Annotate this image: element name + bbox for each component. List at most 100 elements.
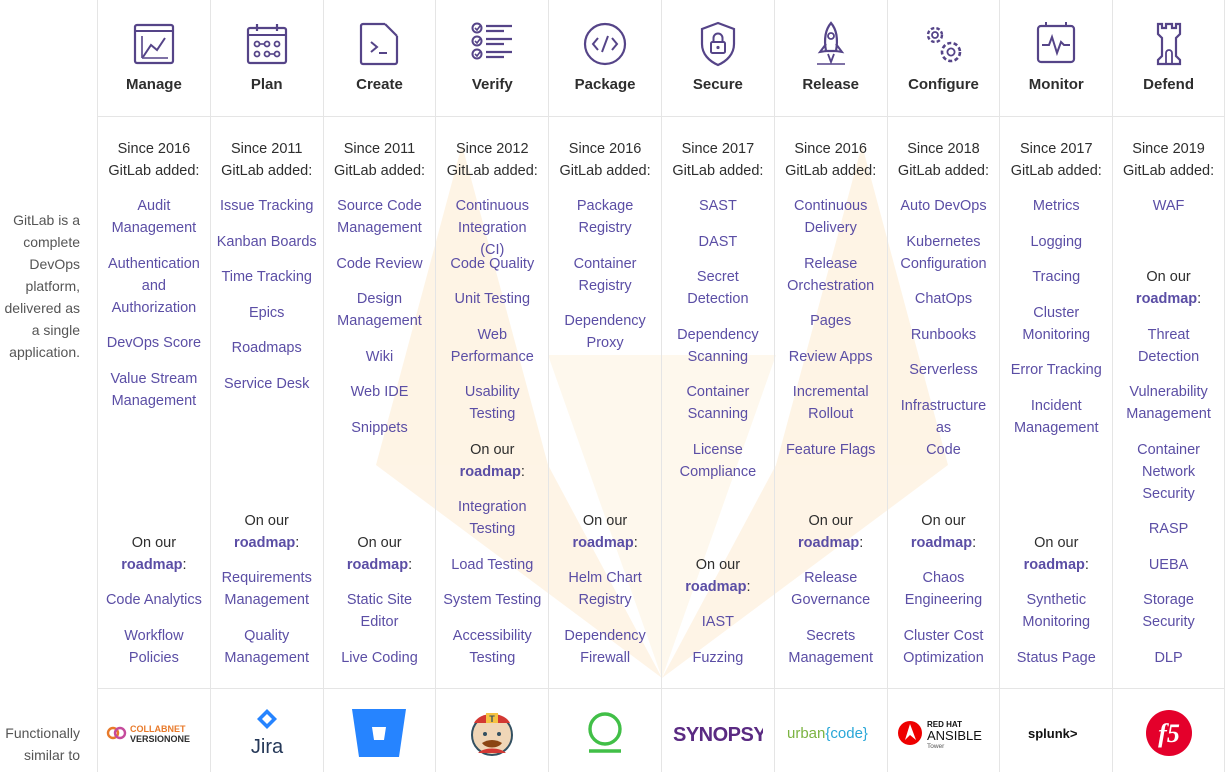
feature-link[interactable]: Kanban Boards — [216, 234, 317, 250]
feature-link[interactable]: Continuous Integration (CI) — [455, 198, 529, 258]
roadmap-feature-link[interactable]: System Testing — [443, 592, 542, 608]
roadmap-link[interactable]: roadmap — [346, 557, 409, 573]
feature-link[interactable]: Error Tracking — [1010, 362, 1102, 378]
feature-link[interactable]: Tracing — [1032, 269, 1081, 285]
roadmap-link[interactable]: roadmap — [572, 535, 634, 551]
feature-link[interactable]: Issue Tracking — [219, 198, 314, 214]
stage-header-defend[interactable]: Defend — [1113, 0, 1224, 117]
feature-link[interactable]: Metrics — [1032, 198, 1080, 214]
feature-link[interactable]: DevOps Score — [106, 335, 202, 351]
feature-link[interactable]: Release Orchestration — [787, 256, 875, 294]
competitor-logo-monitor[interactable]: splunk> — [1000, 707, 1112, 759]
feature-link[interactable]: Feature Flags — [785, 442, 876, 458]
stage-header-manage[interactable]: Manage — [98, 0, 210, 117]
stage-header-verify[interactable]: Verify — [436, 0, 549, 117]
roadmap-link[interactable]: roadmap — [121, 557, 183, 573]
roadmap-feature-link[interactable]: Integration Testing — [458, 499, 527, 537]
feature-link[interactable]: Auto DevOps — [900, 198, 987, 214]
feature-link[interactable]: Kubernetes Configuration — [900, 234, 987, 272]
feature-link[interactable]: Review Apps — [788, 349, 873, 365]
feature-link[interactable]: Logging — [1030, 234, 1083, 250]
roadmap-feature-link[interactable]: Status Page — [1016, 650, 1096, 666]
competitor-logo-package[interactable] — [549, 707, 661, 759]
roadmap-feature-link[interactable]: Vulnerability Management — [1126, 384, 1211, 422]
feature-link[interactable]: WAF — [1152, 198, 1185, 214]
feature-link[interactable]: Secret Detection — [687, 269, 749, 307]
roadmap-feature-link[interactable]: Storage Security — [1142, 592, 1195, 630]
roadmap-feature-link[interactable]: Code Analytics — [105, 592, 202, 608]
roadmap-feature-link[interactable]: Dependency Firewall — [564, 628, 646, 666]
competitor-logo-release[interactable]: urban{code} — [775, 707, 887, 759]
competitor-logo-verify[interactable]: T — [436, 707, 548, 759]
feature-link[interactable]: Usability Testing — [464, 384, 520, 422]
feature-link[interactable]: Wiki — [365, 349, 394, 365]
feature-link[interactable]: Continuous Delivery — [794, 198, 868, 236]
roadmap-feature-link[interactable]: Requirements Management — [221, 570, 312, 608]
roadmap-feature-link[interactable]: Synthetic Monitoring — [1022, 592, 1091, 630]
competitor-logo-create[interactable] — [324, 707, 436, 759]
feature-link[interactable]: Value Stream Management — [110, 371, 198, 409]
feature-link[interactable]: Authentication and Authorization — [107, 256, 200, 316]
stage-header-package[interactable]: Package — [549, 0, 661, 117]
roadmap-feature-link[interactable]: Release Governance — [791, 570, 871, 608]
feature-link[interactable]: Snippets — [351, 420, 408, 436]
feature-link[interactable]: Time Tracking — [221, 269, 312, 285]
competitor-logo-configure[interactable]: RED HAT ANSIBLE Tower — [888, 707, 1000, 759]
feature-link[interactable]: License Compliance — [679, 442, 757, 480]
feature-link[interactable]: Runbooks — [910, 327, 977, 343]
feature-link[interactable]: DAST — [698, 234, 738, 250]
competitor-logo-secure[interactable]: SYNOPSYS — [662, 707, 774, 759]
feature-link[interactable]: Service Desk — [223, 376, 310, 392]
feature-link[interactable]: ChatOps — [914, 291, 973, 307]
roadmap-link[interactable]: roadmap — [234, 535, 296, 551]
roadmap-feature-link[interactable]: RASP — [1148, 521, 1189, 537]
roadmap-feature-link[interactable]: Workflow Policies — [124, 628, 184, 666]
feature-link[interactable]: Cluster Monitoring — [1022, 305, 1091, 343]
roadmap-link[interactable]: roadmap — [1135, 291, 1198, 307]
feature-link[interactable]: Code Review — [336, 256, 423, 272]
feature-link[interactable]: Container Registry — [573, 256, 637, 294]
feature-link[interactable]: Container Scanning — [686, 384, 750, 422]
feature-link[interactable]: Pages — [810, 313, 852, 329]
roadmap-feature-link[interactable]: DLP — [1154, 650, 1183, 666]
feature-link[interactable]: Roadmaps — [231, 340, 302, 356]
roadmap-feature-link[interactable]: Threat Detection — [1137, 327, 1200, 365]
feature-link[interactable]: Audit Management — [111, 198, 197, 236]
stage-header-release[interactable]: Release — [774, 0, 887, 117]
feature-link[interactable]: Web IDE — [350, 384, 409, 400]
roadmap-link[interactable]: roadmap — [1023, 557, 1085, 573]
roadmap-feature-link[interactable]: Helm Chart Registry — [568, 570, 642, 608]
competitor-logo-plan[interactable]: Jira — [211, 707, 323, 759]
stage-header-configure[interactable]: Configure — [887, 0, 1000, 117]
feature-link[interactable]: Unit Testing — [454, 291, 531, 307]
roadmap-feature-link[interactable]: Accessibility Testing — [452, 628, 532, 666]
feature-link[interactable]: Epics — [248, 305, 285, 321]
stage-header-create[interactable]: Create — [323, 0, 436, 117]
roadmap-link[interactable]: roadmap — [459, 464, 521, 480]
roadmap-feature-link[interactable]: UEBA — [1148, 557, 1189, 573]
feature-link[interactable]: Package Registry — [576, 198, 634, 236]
roadmap-feature-link[interactable]: Quality Management — [224, 628, 310, 666]
feature-link[interactable]: Dependency Scanning — [677, 327, 759, 365]
roadmap-feature-link[interactable]: Cluster Cost Optimization — [903, 628, 984, 666]
competitor-logo-manage[interactable]: COLLABNET VERSIONONE — [98, 707, 210, 759]
feature-link[interactable]: Source Code Management — [337, 198, 422, 236]
feature-link[interactable]: SAST — [698, 198, 737, 214]
stage-header-plan[interactable]: Plan — [210, 0, 323, 117]
feature-link[interactable]: Design Management — [337, 291, 422, 329]
roadmap-feature-link[interactable]: Chaos Engineering — [904, 570, 983, 608]
competitor-logo-defend[interactable]: f5 — [1113, 707, 1224, 759]
feature-link[interactable]: Incremental Rollout — [792, 384, 869, 422]
roadmap-feature-link[interactable]: Secrets Management — [788, 628, 873, 666]
stage-header-monitor[interactable]: Monitor — [1000, 0, 1113, 117]
feature-link[interactable]: Incident Management — [1013, 398, 1099, 436]
roadmap-link[interactable]: roadmap — [798, 535, 860, 551]
roadmap-link[interactable]: roadmap — [910, 535, 973, 551]
roadmap-link[interactable]: roadmap — [685, 579, 747, 595]
roadmap-feature-link[interactable]: IAST — [701, 614, 734, 630]
roadmap-feature-link[interactable]: Static Site Editor — [346, 592, 413, 630]
feature-link[interactable]: Code Quality — [450, 256, 535, 272]
stage-header-secure[interactable]: Secure — [661, 0, 774, 117]
roadmap-feature-link[interactable]: Fuzzing — [692, 650, 744, 666]
roadmap-feature-link[interactable]: Live Coding — [341, 650, 418, 666]
